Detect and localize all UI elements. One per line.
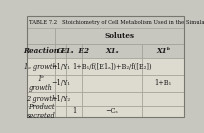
Bar: [55, 92, 67, 106]
Bar: [55, 75, 67, 92]
Text: 2 growth: 2 growth: [26, 95, 56, 103]
Bar: [67, 75, 82, 92]
Bar: [142, 75, 184, 92]
Bar: [27, 44, 55, 58]
Bar: [55, 58, 67, 75]
Text: X1ᵇ: X1ᵇ: [156, 47, 170, 55]
Bar: [27, 58, 55, 75]
Text: Reaction: Reaction: [23, 47, 59, 55]
Text: 1+B₁/f([E1ₐ])+B₂/f([E₂]): 1+B₁/f([E1ₐ])+B₂/f([E₂]): [72, 63, 152, 71]
Bar: [82, 106, 142, 117]
Bar: [27, 28, 55, 44]
Bar: [27, 92, 55, 106]
Bar: [67, 92, 82, 106]
Text: G: G: [57, 47, 64, 55]
Bar: [82, 44, 142, 58]
Bar: [82, 92, 142, 106]
Text: TABLE 7.2   Stoichiometry of Cell Metabolism Used in the Simulation Models: TABLE 7.2 Stoichiometry of Cell Metaboli…: [29, 20, 204, 25]
Bar: [82, 75, 142, 92]
Bar: [67, 44, 82, 58]
Text: −1/Y₂: −1/Y₂: [51, 95, 70, 103]
Bar: [55, 106, 67, 117]
Text: E1ₐ  E2: E1ₐ E2: [60, 47, 89, 55]
Bar: [142, 106, 184, 117]
Text: −1/Y₁: −1/Y₁: [51, 79, 70, 87]
Bar: [142, 58, 184, 75]
Bar: [27, 16, 184, 28]
Bar: [142, 92, 184, 106]
Bar: [142, 44, 184, 58]
Bar: [67, 106, 82, 117]
Text: Product
secreted: Product secreted: [27, 103, 55, 120]
Text: Solutes: Solutes: [104, 32, 134, 40]
Bar: [55, 44, 67, 58]
Bar: [55, 28, 184, 44]
Text: 1+B₁: 1+B₁: [154, 79, 172, 87]
Text: −Cₛ: −Cₛ: [106, 107, 118, 115]
Text: 1ₐ growth: 1ₐ growth: [24, 63, 57, 71]
Text: X1ₐ: X1ₐ: [105, 47, 119, 55]
Bar: [27, 106, 55, 117]
Bar: [82, 58, 142, 75]
Bar: [27, 75, 55, 92]
Bar: [67, 58, 82, 75]
Text: 1ᵇ
growth: 1ᵇ growth: [29, 75, 53, 92]
Text: −1/Y₁: −1/Y₁: [51, 63, 70, 71]
Text: 1: 1: [72, 107, 76, 115]
